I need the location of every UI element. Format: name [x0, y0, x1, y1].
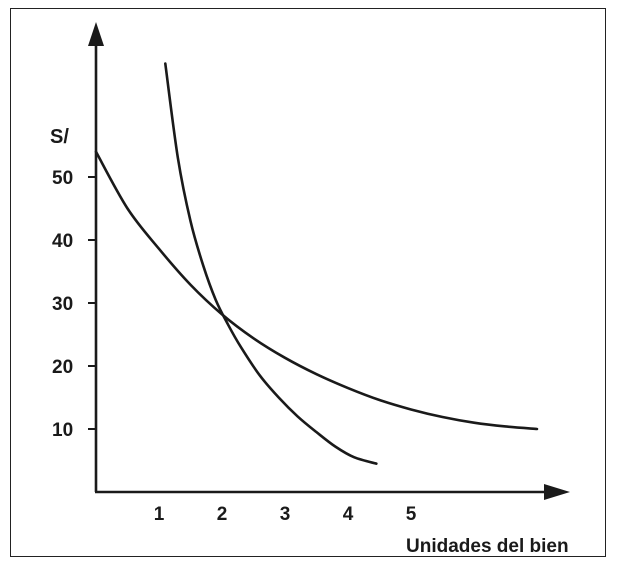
x-axis-arrow: [544, 484, 570, 500]
ticks-group: 10 20 30 40 50 1 2 3 4 5: [52, 168, 417, 525]
chart-frame: [10, 8, 606, 557]
x-tick-label: 1: [154, 504, 165, 525]
y-tick-label: 40: [52, 231, 73, 252]
x-tick-label: 3: [280, 504, 291, 525]
curves-group: [94, 62, 539, 465]
y-axis-arrow: [88, 22, 104, 46]
x-tick-label: 2: [217, 504, 228, 525]
x-tick-label: 4: [343, 504, 354, 525]
y-tick-label: 30: [52, 294, 73, 315]
series-line-1: [94, 150, 539, 431]
y-tick-label: 50: [52, 168, 73, 189]
y-tick-label: 10: [52, 420, 73, 441]
x-tick-label: 5: [406, 504, 417, 525]
x-axis-label: Unidades del bien: [406, 536, 569, 557]
series-line-2: [164, 62, 378, 465]
y-axis-label: S/: [50, 126, 69, 148]
y-tick-label: 20: [52, 357, 73, 378]
